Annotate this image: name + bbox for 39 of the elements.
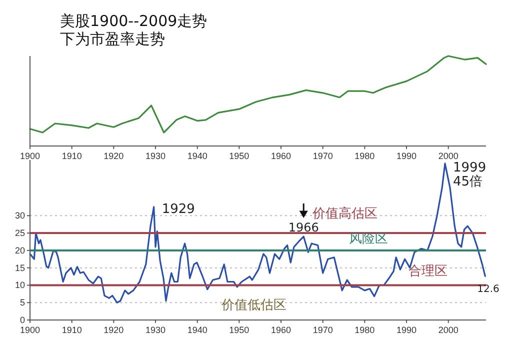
y-tick-label: 5 xyxy=(20,298,25,308)
x-tick-label: 1930 xyxy=(145,151,166,161)
x-tick-label: 1910 xyxy=(62,151,82,161)
annotation: 1999 45倍 xyxy=(453,160,486,190)
x-tick-label: 1910 xyxy=(62,325,82,335)
x-tick-label: 1980 xyxy=(354,151,375,161)
x-tick-label: 1970 xyxy=(312,151,333,161)
x-tick-label: 1950 xyxy=(229,151,250,161)
annotation: 12.6 xyxy=(477,284,500,296)
x-tick-label: 2000 xyxy=(438,151,458,161)
x-tick-label: 1900 xyxy=(20,325,40,335)
y-tick-label: 0 xyxy=(20,315,25,325)
x-tick-label: 1930 xyxy=(145,325,166,335)
x-tick-label: 1970 xyxy=(312,325,333,335)
x-tick-label: 1990 xyxy=(396,151,417,161)
chart-title: 美股1900--2009走势 xyxy=(60,12,208,30)
x-tick-label: 1920 xyxy=(104,151,124,161)
x-tick-label: 1950 xyxy=(229,325,250,335)
x-tick-label: 1980 xyxy=(354,325,375,335)
x-tick-label: 1900 xyxy=(20,151,40,161)
y-tick-label: 10 xyxy=(14,280,25,290)
y-tick-label: 15 xyxy=(14,262,25,273)
x-tick-label: 1990 xyxy=(396,325,417,335)
annotation: 风险区 xyxy=(349,231,388,246)
y-tick-label: 20 xyxy=(14,245,25,256)
y-tick-label: 25 xyxy=(14,228,25,238)
x-tick-label: 1960 xyxy=(270,151,292,161)
x-tick-label: 1960 xyxy=(270,325,292,335)
annotation: 1929 xyxy=(162,202,195,217)
x-tick-label: 2000 xyxy=(438,325,458,335)
annotation: 1966 xyxy=(288,220,319,235)
annotation: 价值低估区 xyxy=(220,298,287,313)
y-tick-label: 30 xyxy=(14,210,25,221)
x-tick-label: 1920 xyxy=(104,325,124,335)
annotation: 价值高估区 xyxy=(312,206,378,222)
annotation: 合理区 xyxy=(408,264,448,280)
x-tick-label: 1940 xyxy=(187,325,208,335)
x-tick-label: 1940 xyxy=(187,151,208,161)
chart-subtitle: 下为市盈率走势 xyxy=(60,30,165,48)
